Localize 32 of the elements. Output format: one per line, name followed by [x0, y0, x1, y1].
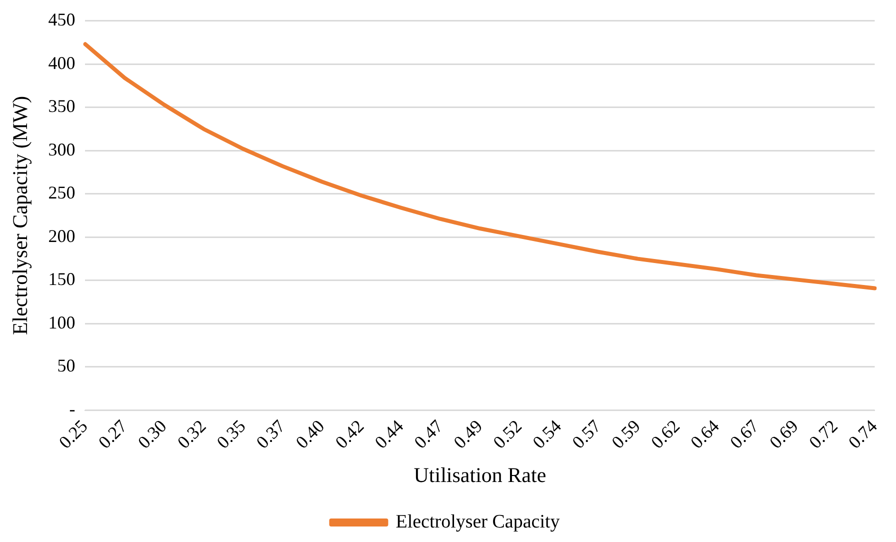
- y-tick-label: 50: [57, 356, 76, 376]
- y-axis-title: Electrolyser Capacity (MW): [8, 96, 32, 336]
- x-tick-label: 0.59: [608, 416, 644, 452]
- x-tick-label: 0.72: [805, 416, 842, 452]
- x-tick-label: 0.64: [686, 416, 723, 452]
- x-tick-label: 0.42: [331, 416, 368, 452]
- y-tick-label: 300: [48, 139, 76, 160]
- x-tick-label: 0.30: [134, 416, 170, 452]
- y-tick-label: 100: [48, 312, 76, 332]
- x-tick-label: 0.35: [212, 416, 250, 452]
- y-tick-label: 200: [48, 226, 76, 246]
- x-tick-label: 0.32: [173, 416, 210, 452]
- x-tick-label: 0.62: [647, 416, 684, 452]
- x-tick-label: 0.44: [370, 416, 408, 452]
- legend-label: Electrolyser Capacity: [396, 511, 560, 532]
- y-tick-label: 400: [48, 52, 76, 73]
- y-tick-label: 250: [48, 182, 76, 203]
- y-tick-label: 350: [48, 96, 76, 116]
- y-tick-label: 150: [48, 269, 76, 290]
- x-tick-label: 0.37: [252, 416, 289, 452]
- x-axis-title: Utilisation Rate: [414, 462, 546, 487]
- x-tick-label: 0.54: [528, 416, 566, 452]
- x-tick-label: 0.67: [726, 416, 762, 452]
- x-tick-label: 0.27: [94, 416, 131, 452]
- y-tick-label: 450: [48, 10, 76, 30]
- x-tick-label: 0.49: [450, 416, 486, 452]
- x-tick-label: 0.52: [489, 416, 526, 452]
- x-tick-label: 0.74: [844, 416, 881, 452]
- x-tick-label: 0.57: [568, 416, 605, 452]
- x-tick-label: 0.69: [766, 416, 802, 452]
- x-tick-label: 0.40: [292, 416, 328, 452]
- x-tick-label: 0.47: [410, 416, 447, 452]
